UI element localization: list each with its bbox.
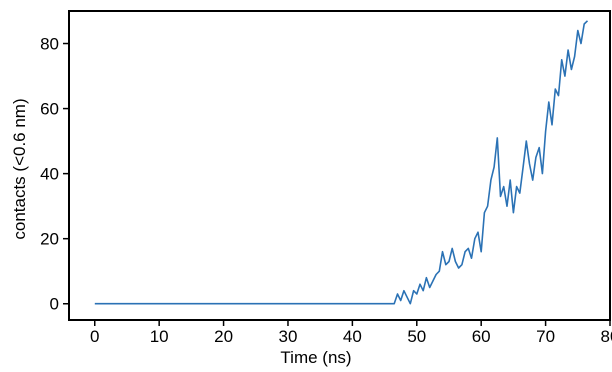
x-tick-label: 80 bbox=[601, 327, 612, 346]
x-tick-label: 70 bbox=[536, 327, 555, 346]
y-tick-label: 40 bbox=[40, 165, 59, 184]
x-tick-label: 0 bbox=[90, 327, 99, 346]
y-axis-title: contacts (<0.6 nm) bbox=[10, 98, 29, 239]
y-tick-label: 60 bbox=[40, 100, 59, 119]
x-tick-label: 40 bbox=[343, 327, 362, 346]
y-tick-label: 80 bbox=[40, 35, 59, 54]
series-line-0 bbox=[94, 20, 589, 305]
x-tick-label: 60 bbox=[472, 327, 491, 346]
y-axis: 0 20 40 60 80 bbox=[40, 35, 69, 314]
plot-frame bbox=[68, 10, 611, 321]
x-tick-label: 10 bbox=[150, 327, 169, 346]
x-axis-title: Time (ns) bbox=[280, 348, 351, 367]
series-group bbox=[94, 20, 589, 305]
y-tick-label: 0 bbox=[50, 295, 59, 314]
x-tick-label: 30 bbox=[279, 327, 298, 346]
y-tick-label: 20 bbox=[40, 230, 59, 249]
x-tick-label: 50 bbox=[407, 327, 426, 346]
x-axis: 0 10 20 30 40 50 60 70 80 bbox=[90, 320, 612, 346]
x-tick-label: 20 bbox=[214, 327, 233, 346]
